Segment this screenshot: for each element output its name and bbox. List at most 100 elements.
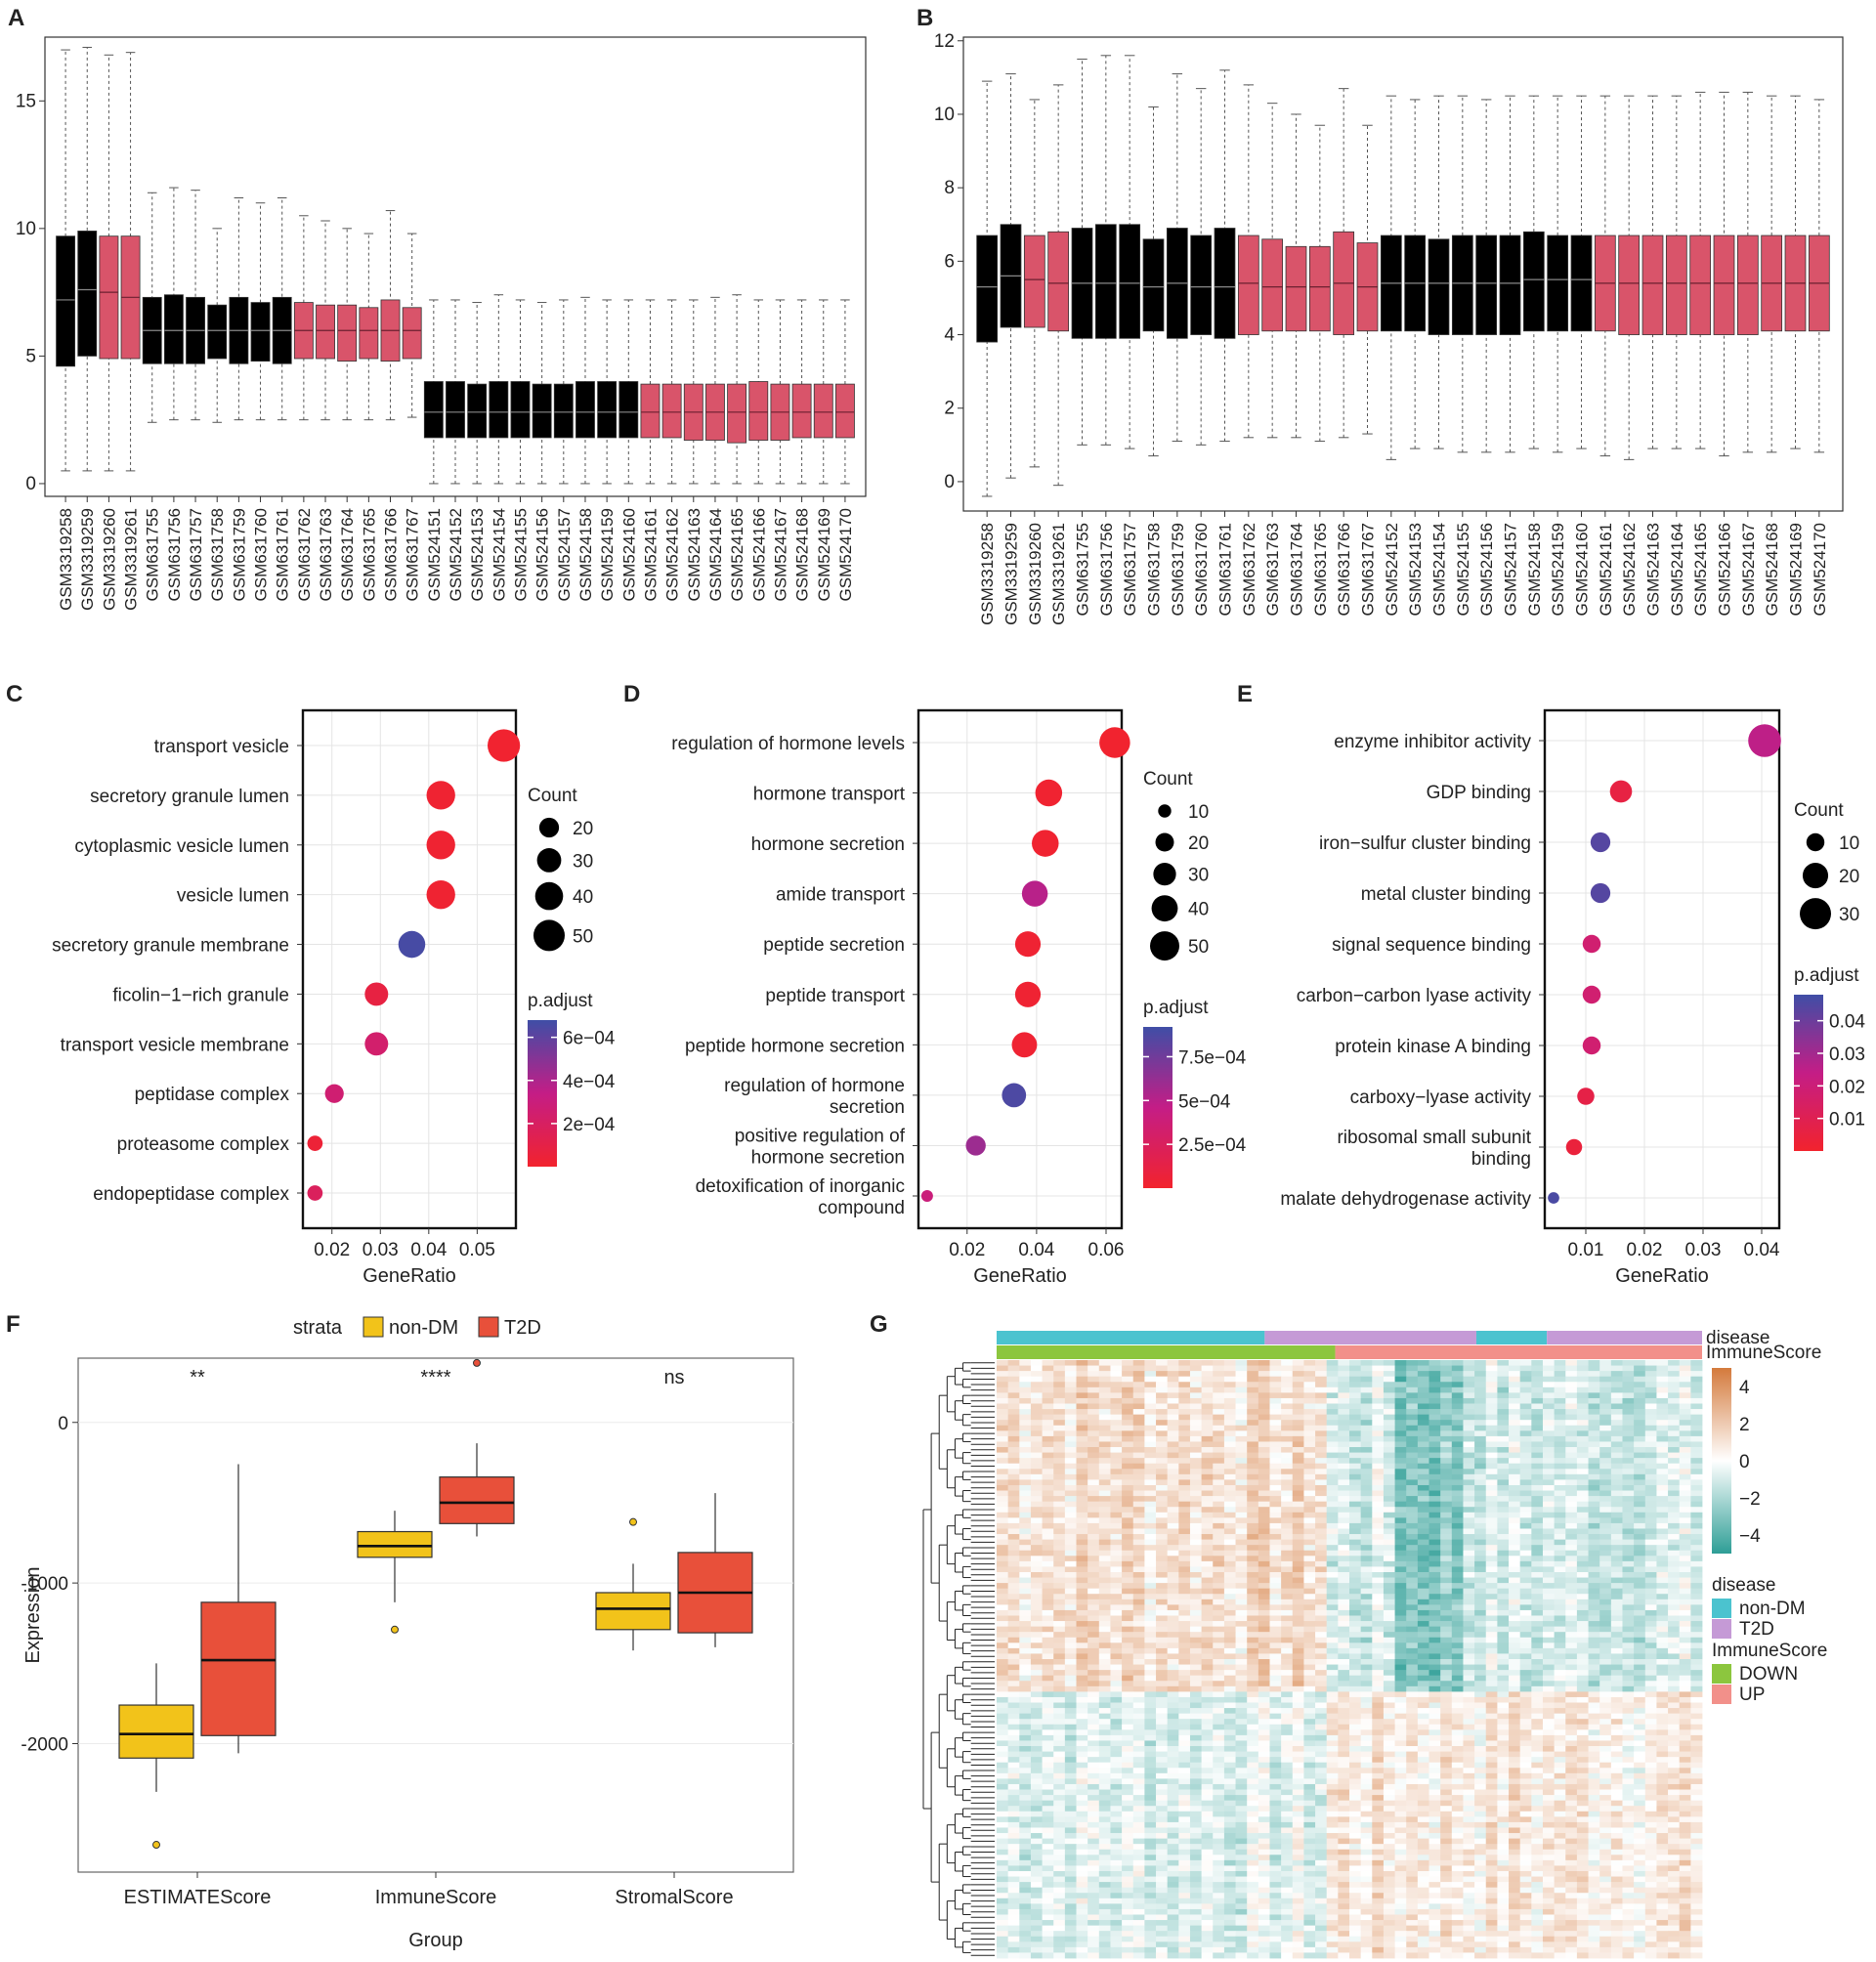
heatmap-cell	[1144, 1496, 1157, 1503]
heatmap-cell	[1201, 1571, 1214, 1578]
heatmap-cell	[1235, 1577, 1248, 1584]
heatmap-cell	[1076, 1371, 1088, 1378]
heatmap-cell	[1360, 1522, 1373, 1529]
heatmap-cell	[1098, 1371, 1111, 1378]
heatmap-cell	[1132, 1681, 1145, 1687]
heatmap-cell	[1610, 1512, 1623, 1518]
heatmap-cell	[1497, 1463, 1510, 1470]
heatmap-cell	[1156, 1659, 1169, 1665]
heatmap-cell	[1451, 1637, 1464, 1643]
heatmap-cell	[1053, 1664, 1066, 1671]
heatmap-cell	[1497, 1414, 1510, 1421]
sample-label: GSM3319261	[122, 508, 141, 611]
heatmap-cell	[1576, 1371, 1589, 1378]
heatmap-cell	[1610, 1545, 1623, 1552]
heatmap-cell	[1178, 1479, 1191, 1486]
heatmap-cell	[1644, 1392, 1657, 1399]
heatmap-cell	[1292, 1365, 1304, 1372]
heatmap-cell	[1247, 1522, 1259, 1529]
heatmap-cell	[997, 1469, 1009, 1475]
heatmap-cell	[1042, 1675, 1054, 1682]
heatmap-cell	[1485, 1522, 1498, 1529]
heatmap-cell	[1042, 1642, 1054, 1649]
heatmap-cell	[1292, 1550, 1304, 1557]
heatmap-cell	[1087, 1577, 1100, 1584]
heatmap-cell	[1042, 1463, 1054, 1470]
heatmap-cell	[1610, 1588, 1623, 1595]
heatmap-cell	[1156, 1594, 1169, 1600]
heatmap-cell	[1542, 1376, 1556, 1383]
heatmap-cell	[1394, 1604, 1407, 1611]
heatmap-cell	[1394, 1463, 1407, 1470]
heatmap-cell	[1110, 1365, 1123, 1372]
heatmap-cell	[1178, 1545, 1191, 1552]
heatmap-cell	[1679, 1469, 1691, 1475]
heatmap-cell	[1076, 1360, 1088, 1366]
heatmap-cell	[1223, 1583, 1236, 1590]
heatmap-cell	[1463, 1365, 1475, 1372]
x-tick-label: StromalScore	[615, 1887, 733, 1908]
heatmap-cell	[997, 1719, 1009, 1726]
heatmap-cell	[1326, 1479, 1339, 1486]
heatmap-cell	[1634, 1479, 1646, 1486]
heatmap-cell	[1599, 1577, 1612, 1584]
heatmap-cell	[1167, 1414, 1179, 1421]
heatmap-cell	[1656, 1382, 1669, 1388]
heatmap-cell	[1542, 1479, 1556, 1486]
heatmap-cell	[1451, 1490, 1464, 1497]
term-label: hormone secretion	[751, 1147, 905, 1168]
go-dot	[1577, 1088, 1595, 1105]
heatmap-cell	[1156, 1670, 1169, 1677]
heatmap-cell	[1247, 1594, 1259, 1600]
heatmap-cell	[1668, 1577, 1681, 1584]
heatmap-cell	[1509, 1397, 1521, 1404]
heatmap-cell	[1474, 1713, 1487, 1720]
heatmap-cell	[1497, 1642, 1510, 1649]
heatmap-cell	[1394, 1713, 1407, 1720]
term-label: carboxy−lyase activity	[1350, 1088, 1532, 1108]
heatmap-cell	[1053, 1599, 1066, 1605]
heatmap-cell	[1565, 1653, 1578, 1660]
heatmap-cell	[1269, 1512, 1282, 1518]
legend-count-dot	[1802, 863, 1829, 889]
heatmap-cell	[1019, 1702, 1032, 1709]
heatmap-cell	[1189, 1507, 1203, 1514]
heatmap-cell	[1474, 1435, 1487, 1442]
heatmap-cell	[1383, 1637, 1395, 1643]
heatmap-cell	[1634, 1659, 1646, 1665]
heatmap-cell	[1042, 1397, 1054, 1404]
heatmap-cell	[1554, 1675, 1566, 1682]
heatmap-cell	[1281, 1365, 1294, 1372]
heatmap-cell	[1554, 1534, 1566, 1540]
heatmap-cell	[1019, 1691, 1032, 1698]
heatmap-cell	[1679, 1577, 1691, 1584]
heatmap-cell	[1554, 1469, 1566, 1475]
heatmap-cell	[1383, 1571, 1395, 1578]
heatmap-cell	[1463, 1473, 1475, 1480]
heatmap-cell	[1634, 1713, 1646, 1720]
heatmap-cell	[1087, 1392, 1100, 1399]
heatmap-cell	[1247, 1473, 1259, 1480]
heatmap-cell	[1292, 1392, 1304, 1399]
heatmap-cell	[1292, 1675, 1304, 1682]
heatmap-cell	[1554, 1621, 1566, 1628]
heatmap-cell	[1201, 1556, 1214, 1562]
heatmap-cell	[1383, 1664, 1395, 1671]
heatmap-cell	[1201, 1501, 1214, 1508]
heatmap-cell	[1030, 1708, 1043, 1715]
heatmap-cell	[1258, 1539, 1270, 1546]
heatmap-cell	[1394, 1496, 1407, 1503]
heatmap-cell	[1110, 1425, 1123, 1431]
heatmap-cell	[1485, 1430, 1498, 1437]
heatmap-cell	[1531, 1484, 1544, 1491]
heatmap-cell	[1668, 1507, 1681, 1514]
heatmap-cell	[1007, 1382, 1020, 1388]
heatmap-cell	[1531, 1708, 1544, 1715]
heatmap-cell	[1497, 1458, 1510, 1465]
heatmap-cell	[1019, 1588, 1032, 1595]
sample-box	[489, 381, 509, 439]
heatmap-cell	[1223, 1571, 1236, 1578]
heatmap-cell	[1565, 1430, 1578, 1437]
heatmap-cell	[1463, 1664, 1475, 1671]
heatmap-cell	[1042, 1664, 1054, 1671]
